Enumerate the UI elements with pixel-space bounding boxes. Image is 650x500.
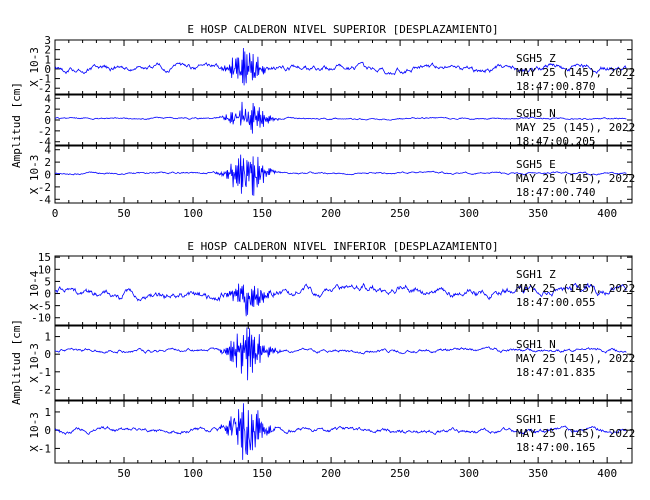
y-tick-label: 3	[44, 34, 51, 47]
y-tick-label: -1	[38, 442, 51, 455]
y-tick-label: -2	[38, 82, 51, 95]
scale-label: X 10-4	[28, 270, 41, 310]
panel-frame	[54, 325, 633, 401]
station-label: SGH5 Z	[516, 52, 556, 65]
y-tick-label: -1	[38, 366, 51, 379]
time-label: 18:47:01.835	[516, 366, 595, 379]
y-tick-label: 4	[44, 144, 51, 157]
x-tick-label: 150	[252, 467, 272, 480]
x-tick-label: 300	[459, 207, 479, 220]
panel-frame	[54, 400, 633, 464]
date-label: MAY 25 (145), 2022	[516, 121, 635, 134]
station-label: SGH5 E	[516, 158, 556, 171]
time-label: 18:47:00.165	[516, 441, 595, 454]
x-axis: 50 100 150 200 250 300 350 400	[117, 467, 617, 480]
date-label: MAY 25 (145), 2022	[516, 66, 635, 79]
y-tick-label: 0	[44, 169, 51, 182]
y-tick-label: -2	[38, 181, 51, 194]
scale-label: X 10-3	[28, 343, 41, 383]
y-tick-label: 2	[44, 103, 51, 116]
y-tick-label: -2	[38, 383, 51, 396]
x-tick-label: 250	[390, 207, 410, 220]
date-label: MAY 25 (145), 2022	[516, 427, 635, 440]
waveform-trace	[54, 47, 627, 86]
x-tick-label: 400	[597, 207, 617, 220]
x-tick-label: 50	[117, 207, 130, 220]
y-tick-label: 0	[44, 424, 51, 437]
y-tick-label: 0	[44, 288, 51, 301]
station-label: SGH5 N	[516, 107, 556, 120]
y-tick-label: 5	[44, 275, 51, 288]
time-label: 18:47:00.205	[516, 135, 595, 148]
y-tick-label: 4	[44, 92, 51, 105]
x-tick-label: 200	[321, 207, 341, 220]
y-axis-label: Amplitud [cm]	[10, 82, 23, 168]
panel-frame	[54, 39, 633, 95]
y-tick-label: -10	[31, 312, 51, 325]
station-label: SGH1 Z	[516, 268, 556, 281]
x-axis: 0 50 100 150 200 250 300 350 400	[52, 207, 617, 220]
x-tick-label: 350	[528, 467, 548, 480]
y-tick-label: 1	[44, 53, 51, 66]
figure-superior: E HOSP CALDERON NIVEL SUPERIOR [DESPLAZA…	[10, 23, 635, 220]
y-tick-label: -4	[38, 193, 52, 206]
y-tick-label: -4	[38, 136, 52, 149]
date-label: MAY 25 (145), 2022	[516, 282, 635, 295]
panel-frame	[54, 255, 633, 326]
waveform-trace	[54, 327, 627, 381]
chart-title: E HOSP CALDERON NIVEL SUPERIOR [DESPLAZA…	[187, 23, 498, 36]
scale-label: X 10-3	[28, 47, 41, 87]
time-label: 18:47:00.055	[516, 296, 595, 309]
x-tick-label: 350	[528, 207, 548, 220]
y-tick-label: -1	[38, 73, 51, 86]
figure-inferior: E HOSP CALDERON NIVEL INFERIOR [DESPLAZA…	[10, 240, 635, 480]
x-tick-label: 0	[52, 207, 59, 220]
y-tick-label: 1	[44, 406, 51, 419]
time-label: 18:47:00.740	[516, 186, 595, 199]
x-tick-label: 250	[390, 467, 410, 480]
y-tick-label: 10	[38, 263, 51, 276]
waveform-trace	[54, 154, 627, 196]
x-tick-label: 300	[459, 467, 479, 480]
waveform-trace	[54, 282, 627, 317]
time-label: 18:47:00.870	[516, 80, 595, 93]
y-tick-label: 0	[44, 348, 51, 361]
scale-label: X 10-3	[28, 155, 41, 195]
y-tick-label: -5	[38, 300, 51, 313]
y-tick-label: 2	[44, 44, 51, 57]
chart-title: E HOSP CALDERON NIVEL INFERIOR [DESPLAZA…	[187, 240, 498, 253]
station-label: SGH1 N	[516, 338, 556, 351]
scale-label: X 10-3	[28, 412, 41, 452]
y-tick-label: 1	[44, 331, 51, 344]
x-tick-label: 50	[117, 467, 130, 480]
x-tick-label: 150	[252, 207, 272, 220]
waveform-trace	[55, 101, 627, 134]
y-tick-label: 2	[44, 156, 51, 169]
y-tick-label: 0	[44, 63, 51, 76]
y-tick-label: 15	[38, 251, 51, 264]
date-label: MAY 25 (145), 2022	[516, 352, 635, 365]
x-tick-label: 200	[321, 467, 341, 480]
y-tick-label: 0	[44, 114, 51, 127]
x-tick-label: 400	[597, 467, 617, 480]
y-axis-label: Amplitud [cm]	[10, 319, 23, 405]
y-tick-label: -2	[38, 125, 51, 138]
x-tick-label: 100	[183, 467, 203, 480]
waveform-trace	[54, 403, 627, 460]
station-label: SGH1 E	[516, 413, 556, 426]
date-label: MAY 25 (145), 2022	[516, 172, 635, 185]
x-tick-label: 100	[183, 207, 203, 220]
